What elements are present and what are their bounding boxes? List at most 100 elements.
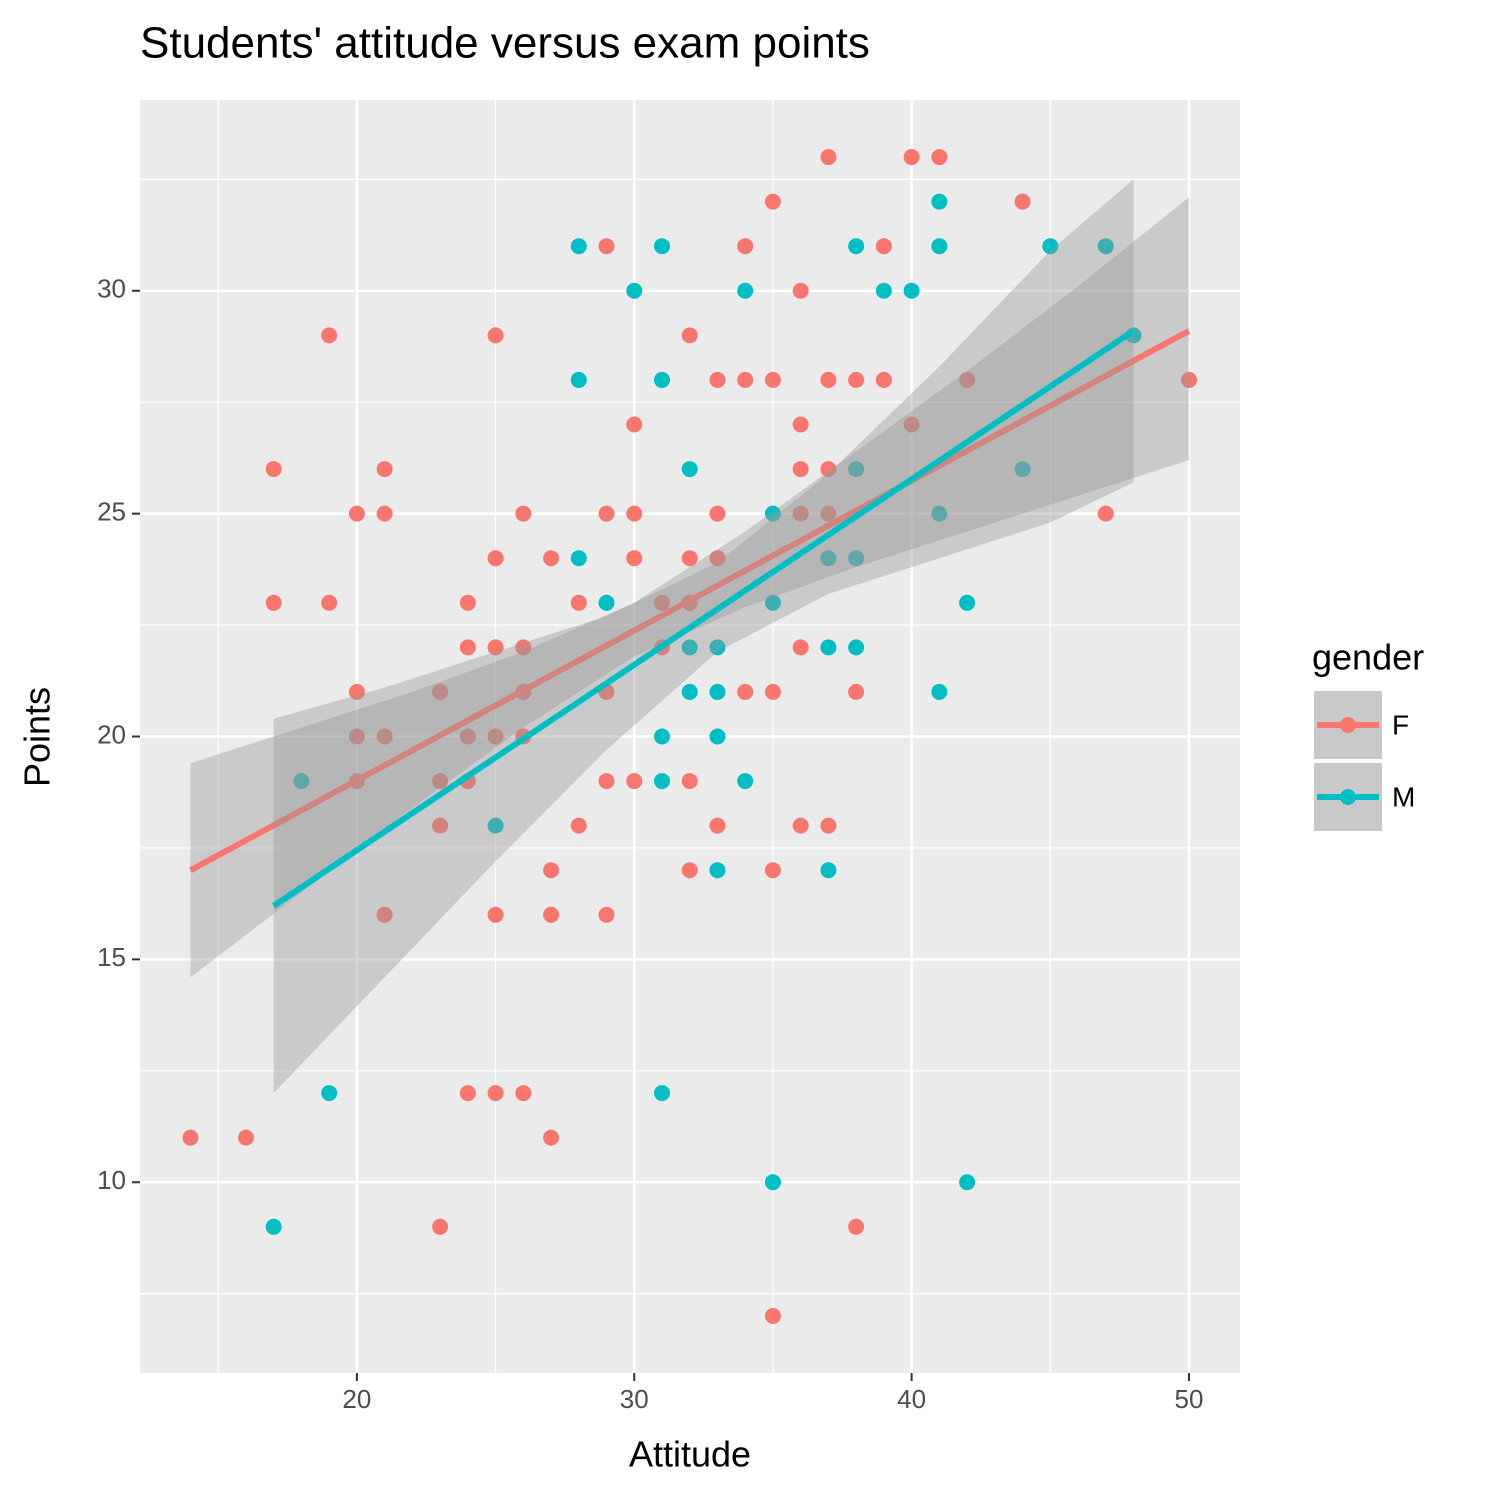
data-point bbox=[737, 282, 754, 299]
data-point bbox=[764, 1307, 781, 1324]
x-tick-label: 50 bbox=[1175, 1384, 1204, 1414]
data-point bbox=[959, 1174, 976, 1191]
data-point bbox=[848, 683, 865, 700]
data-point bbox=[487, 639, 504, 656]
data-point bbox=[321, 1085, 338, 1102]
confidence-band bbox=[190, 197, 1189, 978]
data-point bbox=[265, 461, 282, 478]
data-point bbox=[820, 149, 837, 166]
data-point bbox=[348, 683, 365, 700]
data-point bbox=[764, 594, 781, 611]
data-point bbox=[681, 683, 698, 700]
data-point bbox=[598, 906, 615, 923]
data-point bbox=[348, 505, 365, 522]
data-point bbox=[348, 728, 365, 745]
data-point bbox=[681, 773, 698, 790]
data-point bbox=[376, 906, 393, 923]
data-point bbox=[237, 1129, 254, 1146]
data-point bbox=[820, 371, 837, 388]
data-point bbox=[737, 238, 754, 255]
data-point bbox=[764, 1174, 781, 1191]
data-point bbox=[598, 773, 615, 790]
data-point bbox=[265, 594, 282, 611]
x-axis-title: Attitude bbox=[629, 1434, 751, 1475]
data-point bbox=[626, 416, 643, 433]
data-point bbox=[875, 238, 892, 255]
legend-title: gender bbox=[1312, 637, 1424, 678]
data-point bbox=[487, 1085, 504, 1102]
data-point bbox=[459, 639, 476, 656]
data-point bbox=[293, 773, 310, 790]
data-point bbox=[848, 461, 865, 478]
data-point bbox=[709, 683, 726, 700]
data-point bbox=[653, 728, 670, 745]
data-point bbox=[1014, 461, 1031, 478]
data-point bbox=[570, 594, 587, 611]
data-point bbox=[681, 862, 698, 879]
data-point bbox=[903, 282, 920, 299]
data-point bbox=[681, 327, 698, 344]
data-point bbox=[1014, 193, 1031, 210]
confidence-band bbox=[273, 179, 1134, 1094]
data-point bbox=[681, 461, 698, 478]
data-point bbox=[1097, 238, 1114, 255]
data-point bbox=[848, 371, 865, 388]
data-point bbox=[931, 238, 948, 255]
data-point bbox=[709, 371, 726, 388]
data-point bbox=[875, 282, 892, 299]
data-point bbox=[709, 862, 726, 879]
data-point bbox=[848, 639, 865, 656]
data-point bbox=[515, 505, 532, 522]
data-point bbox=[321, 594, 338, 611]
legend-point bbox=[1340, 717, 1356, 733]
legend-label: M bbox=[1392, 781, 1415, 812]
data-point bbox=[626, 773, 643, 790]
data-point bbox=[653, 773, 670, 790]
data-point bbox=[459, 728, 476, 745]
data-point bbox=[931, 505, 948, 522]
legend-point bbox=[1340, 789, 1356, 805]
data-point bbox=[626, 550, 643, 567]
data-point bbox=[681, 550, 698, 567]
data-point bbox=[681, 639, 698, 656]
data-point bbox=[737, 371, 754, 388]
fit-line bbox=[189, 328, 1191, 873]
data-point bbox=[543, 550, 560, 567]
data-point bbox=[709, 550, 726, 567]
chart-title: Students' attitude versus exam points bbox=[140, 19, 870, 68]
data-point bbox=[792, 416, 809, 433]
data-point bbox=[931, 193, 948, 210]
data-point bbox=[515, 1085, 532, 1102]
data-point bbox=[570, 238, 587, 255]
data-point bbox=[459, 1085, 476, 1102]
data-point bbox=[820, 862, 837, 879]
data-point bbox=[737, 683, 754, 700]
data-point bbox=[653, 238, 670, 255]
data-point bbox=[487, 728, 504, 745]
x-tick-label: 20 bbox=[342, 1384, 371, 1414]
y-tick-label: 25 bbox=[97, 497, 126, 527]
data-point bbox=[459, 594, 476, 611]
data-point bbox=[820, 639, 837, 656]
data-point bbox=[903, 416, 920, 433]
data-point bbox=[764, 193, 781, 210]
data-point bbox=[1180, 371, 1197, 388]
data-point bbox=[820, 817, 837, 834]
data-point bbox=[321, 327, 338, 344]
data-point bbox=[709, 505, 726, 522]
data-point bbox=[820, 505, 837, 522]
data-point bbox=[570, 817, 587, 834]
data-point bbox=[598, 594, 615, 611]
data-point bbox=[737, 773, 754, 790]
data-point bbox=[875, 371, 892, 388]
data-point bbox=[653, 1085, 670, 1102]
data-point bbox=[570, 550, 587, 567]
data-point bbox=[487, 327, 504, 344]
data-point bbox=[764, 683, 781, 700]
data-point bbox=[764, 371, 781, 388]
data-point bbox=[626, 282, 643, 299]
data-point bbox=[487, 906, 504, 923]
data-point bbox=[792, 282, 809, 299]
data-point bbox=[432, 1218, 449, 1235]
data-point bbox=[820, 550, 837, 567]
